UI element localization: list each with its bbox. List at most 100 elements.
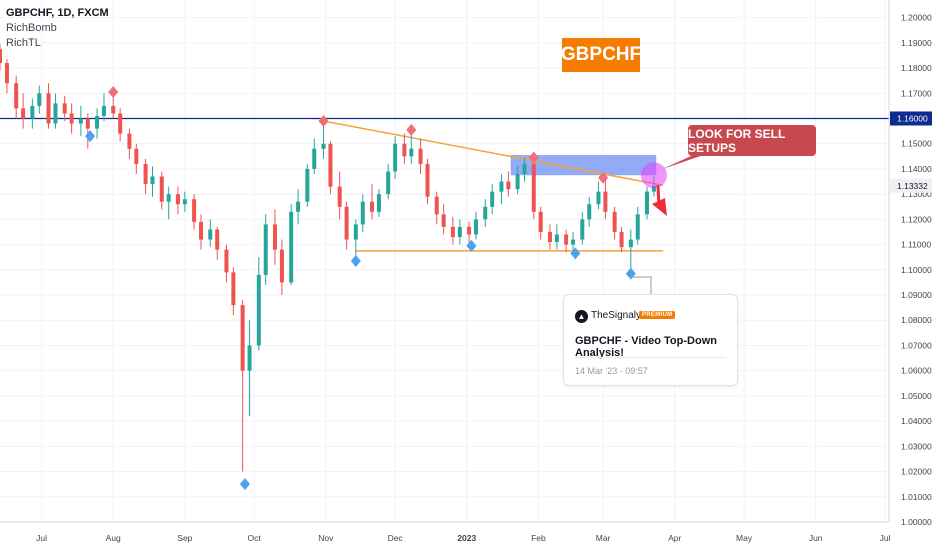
candle[interactable] (14, 75, 19, 119)
candle[interactable] (127, 128, 132, 159)
candle[interactable] (376, 189, 381, 217)
idea-card[interactable]: ▲ TheSignalyst PREMIUM GBPCHF - Video To… (563, 294, 738, 386)
candle[interactable] (337, 171, 342, 220)
candle[interactable] (386, 163, 391, 200)
candle[interactable] (441, 204, 446, 235)
candle[interactable] (499, 173, 504, 205)
candle[interactable] (279, 239, 284, 296)
candle[interactable] (143, 158, 148, 195)
candle[interactable] (353, 219, 358, 260)
candle[interactable] (457, 219, 462, 245)
candle[interactable] (21, 93, 26, 129)
candle[interactable] (4, 59, 9, 94)
candle[interactable] (296, 189, 301, 225)
supply-zone[interactable] (510, 155, 657, 176)
candle[interactable] (370, 184, 375, 220)
candle[interactable] (159, 171, 164, 210)
candle[interactable] (305, 163, 310, 207)
candle[interactable] (619, 226, 624, 253)
candle[interactable] (490, 184, 495, 215)
candle[interactable] (224, 244, 229, 283)
sell-marker[interactable] (598, 171, 609, 184)
candle[interactable] (69, 103, 74, 134)
descending-trendline[interactable] (323, 120, 664, 187)
candle[interactable] (628, 229, 633, 274)
candle[interactable] (46, 83, 51, 129)
level-price-tag[interactable] (890, 111, 932, 126)
candle[interactable] (166, 186, 171, 220)
candle[interactable] (474, 211, 479, 240)
candle[interactable] (263, 214, 268, 285)
candle[interactable] (240, 300, 245, 472)
candle[interactable] (175, 186, 180, 215)
candle[interactable] (483, 199, 488, 227)
sell-marker[interactable] (108, 86, 119, 99)
candle[interactable] (53, 93, 58, 129)
buy-marker[interactable] (570, 247, 581, 260)
candle[interactable] (192, 194, 197, 230)
candle[interactable] (95, 108, 100, 139)
candle[interactable] (247, 320, 252, 417)
candle[interactable] (580, 211, 585, 245)
highlight-circle[interactable] (640, 162, 667, 189)
candle[interactable] (0, 44, 2, 71)
buy-marker[interactable] (466, 239, 477, 252)
candle[interactable] (344, 201, 349, 250)
candle[interactable] (199, 214, 204, 250)
candle[interactable] (312, 138, 317, 174)
candle[interactable] (612, 206, 617, 240)
last-price-tag[interactable] (890, 178, 932, 193)
candle[interactable] (644, 186, 649, 220)
candle[interactable] (182, 191, 187, 212)
candle[interactable] (587, 196, 592, 227)
sell-marker[interactable] (406, 123, 417, 136)
candle[interactable] (85, 113, 90, 149)
author-name[interactable]: TheSignalyst (591, 310, 649, 321)
candle[interactable] (272, 209, 277, 265)
candle[interactable] (547, 224, 552, 250)
buy-marker[interactable] (350, 254, 361, 267)
candle[interactable] (418, 138, 423, 174)
candle[interactable] (596, 181, 601, 210)
candle[interactable] (360, 194, 365, 232)
indicator-richtl[interactable]: RichTL (6, 37, 41, 49)
candle[interactable] (522, 157, 527, 182)
indicator-richbomb[interactable]: RichBomb (6, 22, 57, 34)
candle[interactable] (256, 257, 261, 351)
candle[interactable] (78, 105, 83, 137)
candle[interactable] (134, 143, 139, 174)
candle[interactable] (506, 171, 511, 197)
candle[interactable] (538, 206, 543, 240)
candle[interactable] (467, 221, 472, 246)
candle[interactable] (231, 267, 236, 316)
candle[interactable] (289, 204, 294, 285)
candle[interactable] (30, 98, 35, 129)
candle[interactable] (101, 93, 106, 122)
sell-marker[interactable] (528, 151, 539, 164)
buy-marker[interactable] (239, 478, 250, 491)
candle[interactable] (603, 179, 608, 220)
buy-marker[interactable] (85, 130, 96, 143)
candle[interactable] (118, 108, 123, 142)
candle[interactable] (425, 158, 430, 205)
candle[interactable] (531, 158, 536, 220)
idea-title[interactable]: GBPCHF - Video Top-Down Analysis! (575, 335, 717, 359)
candle[interactable] (37, 85, 42, 114)
candle[interactable] (215, 226, 220, 260)
candle[interactable] (571, 231, 576, 254)
candle[interactable] (150, 166, 155, 197)
candle[interactable] (450, 216, 455, 245)
symbol-label[interactable]: GBPCHF, 1D, FXCM (6, 7, 109, 19)
candle[interactable] (402, 133, 407, 164)
candle[interactable] (62, 95, 67, 122)
candle[interactable] (393, 136, 398, 180)
candle[interactable] (515, 166, 520, 195)
candle[interactable] (434, 191, 439, 225)
candle[interactable] (321, 121, 326, 159)
sell-marker[interactable] (318, 115, 329, 128)
candle[interactable] (554, 224, 559, 250)
candle[interactable] (635, 206, 640, 245)
candle[interactable] (328, 141, 333, 195)
candle[interactable] (208, 219, 213, 248)
